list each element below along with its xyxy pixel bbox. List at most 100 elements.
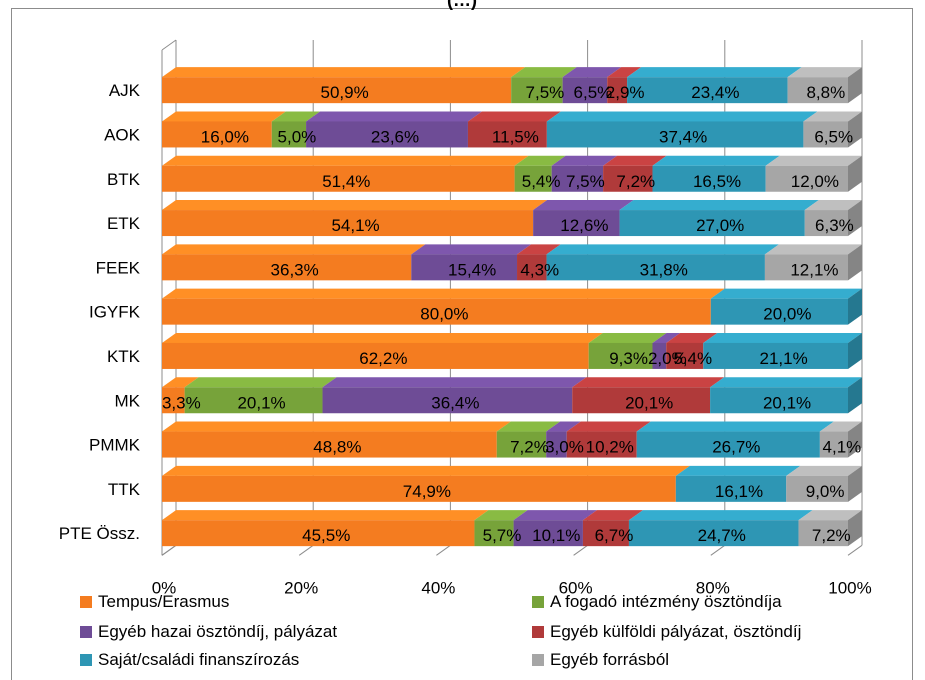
gridline-floor xyxy=(298,544,314,556)
data-label: 2,9% xyxy=(606,83,645,102)
data-label: 5,7% xyxy=(483,526,522,545)
bar-top-face xyxy=(162,377,199,388)
bar-front-face xyxy=(411,254,518,281)
bar-top-face xyxy=(162,155,529,166)
category-label: PMMK xyxy=(89,436,141,455)
bar-front-face xyxy=(513,520,583,547)
bar-front-face xyxy=(787,77,848,104)
bar-front-face xyxy=(764,254,848,281)
bar-segment xyxy=(804,200,862,237)
bar-front-face xyxy=(162,254,412,281)
bar-segment xyxy=(765,155,862,192)
bar-segment xyxy=(710,288,862,325)
data-label: 50,9% xyxy=(320,83,368,102)
bar-segment xyxy=(666,332,718,369)
data-label: 7,5% xyxy=(566,172,605,191)
bar-front-face xyxy=(162,121,272,148)
data-label: 5,4% xyxy=(522,172,561,191)
bar-top-face xyxy=(804,200,862,211)
bar-segment xyxy=(546,421,581,458)
bar-top-face xyxy=(798,510,862,521)
bar-front-face xyxy=(162,342,589,369)
bar-end-cap xyxy=(848,332,862,369)
bar-top-face xyxy=(603,155,667,166)
bar-segment xyxy=(411,244,532,281)
bar-segment xyxy=(517,244,561,281)
bar-top-face xyxy=(652,155,780,166)
bar-segment xyxy=(322,377,587,414)
bar-front-face xyxy=(271,121,307,148)
bar-segment xyxy=(628,510,813,547)
data-label: 20,1% xyxy=(237,393,285,412)
bar-segment xyxy=(162,288,725,325)
bar-segment xyxy=(787,67,862,104)
bar-front-face xyxy=(162,387,185,414)
category-label: AOK xyxy=(104,125,141,144)
data-label: 12,1% xyxy=(790,260,838,279)
data-label: 3,0% xyxy=(545,438,584,457)
x-tick-label: 20% xyxy=(284,578,318,597)
data-label: 48,8% xyxy=(313,438,361,457)
bar-top-face xyxy=(566,421,651,432)
bar-end-cap xyxy=(848,288,862,325)
bar-segment xyxy=(619,200,819,237)
data-label: 36,3% xyxy=(271,260,319,279)
bar-segment xyxy=(566,421,651,458)
data-label: 6,5% xyxy=(574,83,613,102)
category-label: MK xyxy=(115,391,141,410)
bar-top-face xyxy=(764,244,862,255)
bar-front-face xyxy=(162,475,676,502)
bar-top-face xyxy=(162,510,489,521)
bar-segment xyxy=(636,421,834,458)
bar-top-face xyxy=(533,200,634,211)
bar-top-face xyxy=(562,67,622,78)
bar-top-face xyxy=(162,244,426,255)
bar-front-face xyxy=(467,121,547,148)
bar-segment xyxy=(184,377,337,414)
bar-front-face xyxy=(819,431,848,458)
bar-top-face xyxy=(819,421,862,432)
data-label: 36,4% xyxy=(431,393,479,412)
bar-front-face xyxy=(546,431,567,458)
bar-end-cap xyxy=(848,421,862,458)
data-label: 31,8% xyxy=(640,260,688,279)
bar-front-face xyxy=(551,165,604,192)
data-label: 10,2% xyxy=(586,438,634,457)
data-label: 54,1% xyxy=(331,216,379,235)
bar-segment xyxy=(162,377,199,414)
bar-front-face xyxy=(798,520,848,547)
data-label: 21,1% xyxy=(760,349,808,368)
bar-front-face xyxy=(496,431,547,458)
bar-front-face xyxy=(710,387,848,414)
x-tick-label: 60% xyxy=(559,578,593,597)
bar-segment xyxy=(162,155,529,192)
bar-front-face xyxy=(533,210,620,237)
bar-top-face xyxy=(496,421,561,432)
bar-front-face xyxy=(703,342,848,369)
data-label: 12,0% xyxy=(791,172,839,191)
bar-segment xyxy=(710,377,862,414)
data-label: 62,2% xyxy=(359,349,407,368)
bar-front-face xyxy=(786,475,848,502)
bar-segment xyxy=(162,67,526,104)
bar-front-face xyxy=(804,210,848,237)
bar-segment xyxy=(603,155,667,192)
data-label: 11,5% xyxy=(492,127,539,146)
bar-end-cap xyxy=(848,510,862,547)
bar-top-face xyxy=(162,200,548,211)
category-label: PTE Össz. xyxy=(59,524,140,543)
data-label: 23,4% xyxy=(691,83,739,102)
chart-frame xyxy=(11,8,913,680)
bar-front-face xyxy=(566,431,637,458)
chart-title-fragment: (…) xyxy=(447,0,477,10)
data-label: 20,0% xyxy=(763,305,811,324)
data-label: 26,7% xyxy=(712,438,760,457)
data-label: 37,4% xyxy=(659,127,707,146)
category-label: TTK xyxy=(108,480,141,499)
bar-segment xyxy=(551,155,618,192)
bar-end-cap xyxy=(848,155,862,192)
gridline-floor xyxy=(573,544,588,556)
data-label: 9,3% xyxy=(609,349,648,368)
bar-top-face xyxy=(467,111,561,122)
